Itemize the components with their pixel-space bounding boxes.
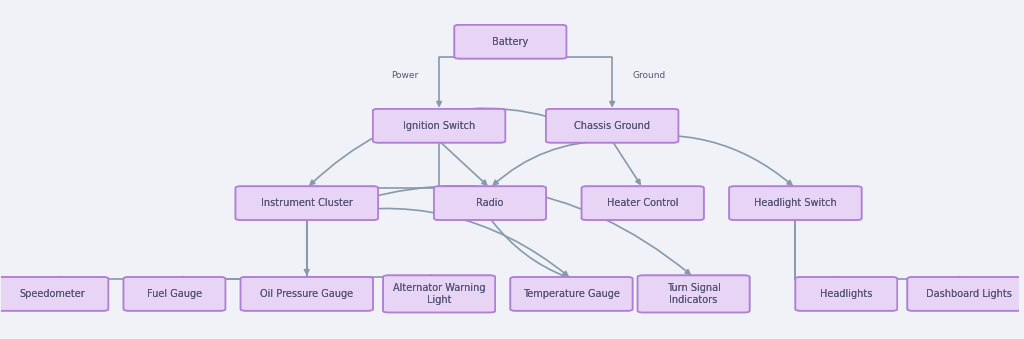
FancyBboxPatch shape <box>383 275 495 313</box>
Text: Oil Pressure Gauge: Oil Pressure Gauge <box>260 289 353 299</box>
Text: Alternator Warning
Light: Alternator Warning Light <box>393 283 485 305</box>
Text: Temperature Gauge: Temperature Gauge <box>523 289 620 299</box>
Text: Heater Control: Heater Control <box>607 198 679 208</box>
FancyBboxPatch shape <box>373 109 505 143</box>
FancyBboxPatch shape <box>455 25 566 59</box>
Text: Alternator Warning
Light: Alternator Warning Light <box>393 283 485 305</box>
FancyBboxPatch shape <box>455 25 566 59</box>
Text: Speedometer: Speedometer <box>19 289 85 299</box>
FancyBboxPatch shape <box>546 109 678 143</box>
FancyBboxPatch shape <box>236 186 378 220</box>
FancyBboxPatch shape <box>729 186 861 220</box>
Text: Dashboard Lights: Dashboard Lights <box>926 289 1012 299</box>
Text: Headlight Switch: Headlight Switch <box>754 198 837 208</box>
FancyBboxPatch shape <box>582 186 703 220</box>
Text: Chassis Ground: Chassis Ground <box>574 121 650 131</box>
FancyBboxPatch shape <box>510 277 633 311</box>
Text: Radio: Radio <box>476 198 504 208</box>
Text: Fuel Gauge: Fuel Gauge <box>146 289 202 299</box>
FancyBboxPatch shape <box>373 109 505 143</box>
FancyBboxPatch shape <box>124 277 225 311</box>
FancyBboxPatch shape <box>907 277 1024 311</box>
FancyBboxPatch shape <box>0 277 109 311</box>
Text: Battery: Battery <box>493 37 528 47</box>
FancyBboxPatch shape <box>434 186 546 220</box>
Text: Oil Pressure Gauge: Oil Pressure Gauge <box>260 289 353 299</box>
FancyBboxPatch shape <box>383 275 495 313</box>
Text: Battery: Battery <box>493 37 528 47</box>
Text: Chassis Ground: Chassis Ground <box>574 121 650 131</box>
FancyBboxPatch shape <box>434 186 546 220</box>
Text: Dashboard Lights: Dashboard Lights <box>926 289 1012 299</box>
Text: Power: Power <box>391 72 419 80</box>
Text: Headlights: Headlights <box>820 289 872 299</box>
FancyBboxPatch shape <box>124 277 225 311</box>
FancyBboxPatch shape <box>546 109 678 143</box>
FancyBboxPatch shape <box>582 186 703 220</box>
FancyBboxPatch shape <box>638 275 750 313</box>
Text: Turn Signal
Indicators: Turn Signal Indicators <box>667 283 721 305</box>
Text: Temperature Gauge: Temperature Gauge <box>523 289 620 299</box>
Text: Turn Signal
Indicators: Turn Signal Indicators <box>667 283 721 305</box>
FancyBboxPatch shape <box>241 277 373 311</box>
Text: Instrument Cluster: Instrument Cluster <box>261 198 352 208</box>
Text: Ignition Switch: Ignition Switch <box>403 121 475 131</box>
Text: Heater Control: Heater Control <box>607 198 679 208</box>
Text: Ground: Ground <box>633 72 666 80</box>
FancyBboxPatch shape <box>907 277 1024 311</box>
FancyBboxPatch shape <box>241 277 373 311</box>
Text: Headlight Switch: Headlight Switch <box>754 198 837 208</box>
FancyBboxPatch shape <box>796 277 897 311</box>
Text: Speedometer: Speedometer <box>19 289 85 299</box>
FancyBboxPatch shape <box>796 277 897 311</box>
FancyBboxPatch shape <box>510 277 633 311</box>
FancyBboxPatch shape <box>236 186 378 220</box>
FancyBboxPatch shape <box>638 275 750 313</box>
Text: Ignition Switch: Ignition Switch <box>403 121 475 131</box>
FancyBboxPatch shape <box>729 186 861 220</box>
FancyBboxPatch shape <box>0 277 109 311</box>
Text: Radio: Radio <box>476 198 504 208</box>
Text: Instrument Cluster: Instrument Cluster <box>261 198 352 208</box>
Text: Headlights: Headlights <box>820 289 872 299</box>
Text: Fuel Gauge: Fuel Gauge <box>146 289 202 299</box>
